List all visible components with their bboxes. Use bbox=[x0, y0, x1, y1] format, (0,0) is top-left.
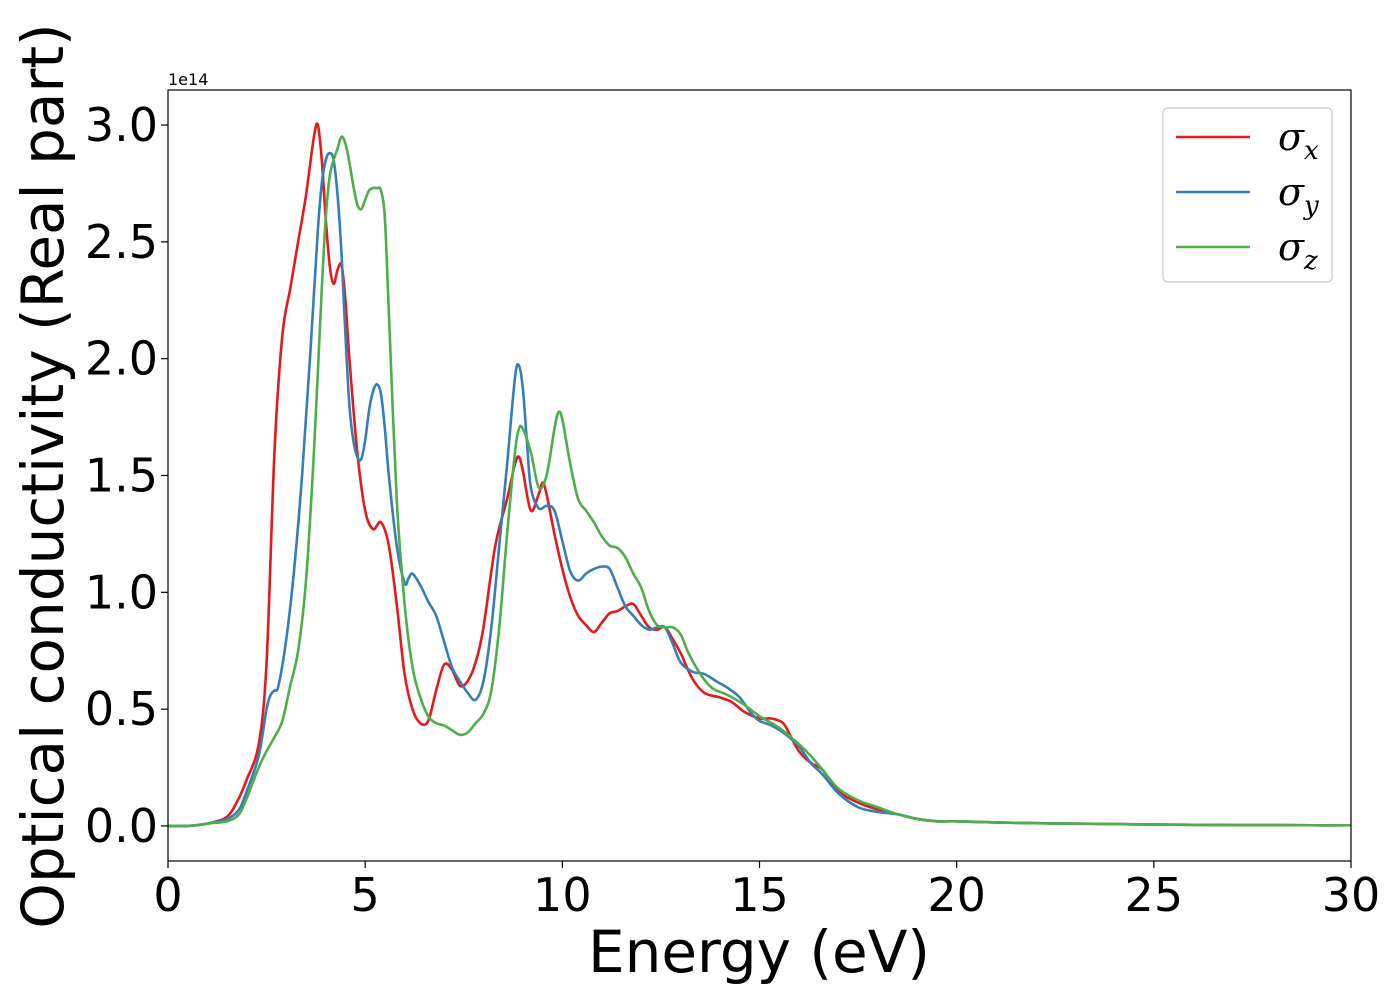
y-axis: 0.0 0.5 1.0 1.5 2.0 2.5 3.0 bbox=[85, 98, 168, 853]
x-axis: 0 5 10 15 20 25 30 bbox=[153, 861, 1380, 922]
x-tick-label: 0 bbox=[153, 868, 182, 922]
y-tick-label: 0.0 bbox=[85, 799, 158, 853]
series-line-z bbox=[168, 135, 1351, 828]
x-tick-label: 30 bbox=[1322, 868, 1381, 922]
x-tick-label: 20 bbox=[927, 868, 986, 922]
series-layer bbox=[168, 122, 1351, 828]
series-line-x bbox=[168, 122, 1351, 828]
y-offset-text: 1e14 bbox=[168, 70, 208, 89]
x-axis-title: Energy (eV) bbox=[588, 918, 930, 986]
y-tick-label: 0.5 bbox=[85, 682, 158, 736]
x-tick-label: 5 bbox=[351, 868, 380, 922]
y-tick-label: 3.0 bbox=[85, 98, 158, 152]
y-tick-label: 2.0 bbox=[85, 332, 158, 386]
x-tick-label: 15 bbox=[730, 868, 789, 922]
x-tick-label: 25 bbox=[1125, 868, 1184, 922]
y-tick-label: 1.0 bbox=[85, 565, 158, 619]
series-line-y bbox=[168, 151, 1351, 828]
y-tick-label: 1.5 bbox=[85, 449, 158, 503]
y-tick-label: 2.5 bbox=[85, 215, 158, 269]
y-axis-title: Optical conductivity (Real part) bbox=[9, 23, 77, 928]
x-tick-label: 10 bbox=[533, 868, 592, 922]
legend-frame bbox=[1162, 107, 1333, 283]
